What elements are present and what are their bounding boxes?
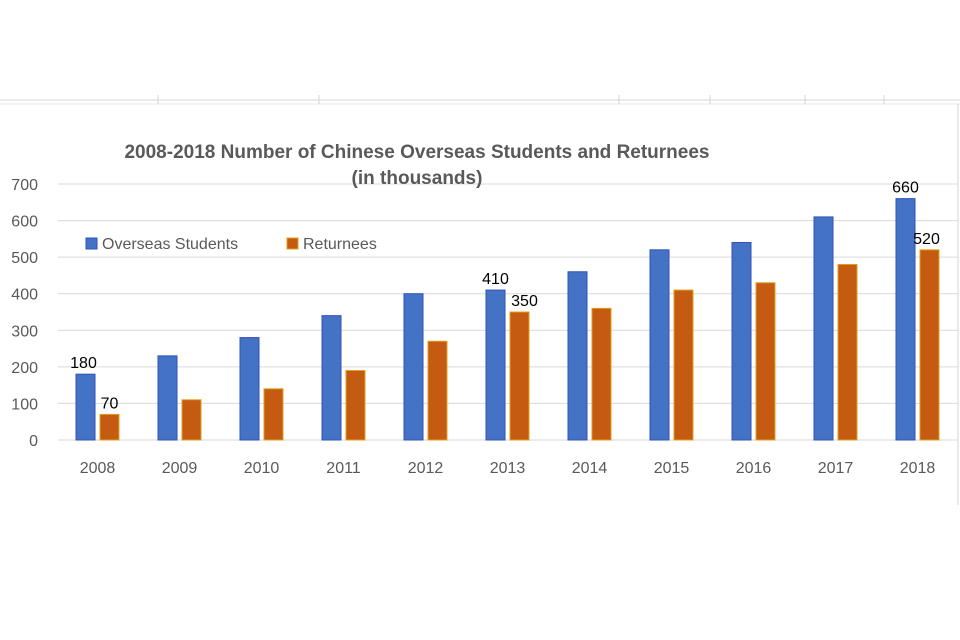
bar-overseas-students-2018 <box>895 198 916 441</box>
y-tick-label: 700 <box>11 177 38 194</box>
legend-label-returnees: Returnees <box>303 236 377 253</box>
y-tick-label: 400 <box>11 287 38 304</box>
y-tick-label: 300 <box>11 323 38 340</box>
x-tick-label: 2015 <box>654 460 690 477</box>
y-axis-ticks: 0 100 200 300 400 500 600 700 <box>11 177 38 450</box>
bar-returnees-2014 <box>591 307 612 441</box>
chart-subtitle: (in thousands) <box>352 168 483 189</box>
x-tick-label: 2013 <box>490 460 526 477</box>
legend-swatch-returnees <box>286 237 299 250</box>
bar-returnees-2013 <box>509 311 530 441</box>
bar-overseas-students-2017 <box>813 216 834 441</box>
y-tick-label: 500 <box>11 250 38 267</box>
legend-label-overseas-students: Overseas Students <box>102 236 238 253</box>
legend: Overseas Students Returnees <box>85 236 377 253</box>
x-tick-label: 2008 <box>80 460 116 477</box>
data-label: 350 <box>511 293 538 310</box>
x-tick-label: 2017 <box>818 460 854 477</box>
bar-returnees-2011 <box>345 370 366 441</box>
x-tick-label: 2016 <box>736 460 772 477</box>
gridlines <box>58 183 958 441</box>
y-tick-label: 0 <box>29 433 38 450</box>
chart-title: 2008-2018 Number of Chinese Overseas Stu… <box>124 142 709 163</box>
data-label: 660 <box>892 180 919 197</box>
data-label: 520 <box>913 231 940 248</box>
bar-overseas-students-2009 <box>157 355 178 441</box>
y-tick-label: 600 <box>11 214 38 231</box>
x-tick-label: 2011 <box>326 460 361 477</box>
x-tick-label: 2012 <box>408 460 444 477</box>
x-tick-label: 2010 <box>244 460 280 477</box>
bar-returnees-2009 <box>181 399 202 441</box>
data-label: 70 <box>101 395 119 412</box>
y-tick-label: 200 <box>11 360 38 377</box>
bar-overseas-students-2012 <box>403 293 424 441</box>
bar-returnees-2018 <box>919 249 940 441</box>
bar-overseas-students-2008 <box>75 373 96 441</box>
bars <box>75 198 940 441</box>
bar-overseas-students-2013 <box>485 289 506 441</box>
x-tick-label: 2018 <box>900 460 936 477</box>
x-axis-ticks: 2008 2009 2010 2011 2012 2013 2014 2015 2016 2017… <box>80 460 936 477</box>
bar-returnees-2015 <box>673 289 694 441</box>
bar-returnees-2017 <box>837 263 858 441</box>
data-label: 180 <box>70 355 97 372</box>
bar-overseas-students-2015 <box>649 249 670 441</box>
bar-returnees-2010 <box>263 388 284 441</box>
x-tick-label: 2009 <box>162 460 198 477</box>
legend-swatch-overseas-students <box>85 237 98 250</box>
bar-returnees-2008 <box>99 413 120 441</box>
data-label: 410 <box>482 271 509 288</box>
bar-overseas-students-2011 <box>321 315 342 441</box>
bar-returnees-2016 <box>755 282 776 441</box>
y-tick-label: 100 <box>11 396 38 413</box>
bar-returnees-2012 <box>427 340 448 441</box>
bar-overseas-students-2014 <box>567 271 588 441</box>
bar-overseas-students-2016 <box>731 242 752 441</box>
bar-overseas-students-2010 <box>239 337 260 441</box>
x-tick-label: 2014 <box>572 460 608 477</box>
